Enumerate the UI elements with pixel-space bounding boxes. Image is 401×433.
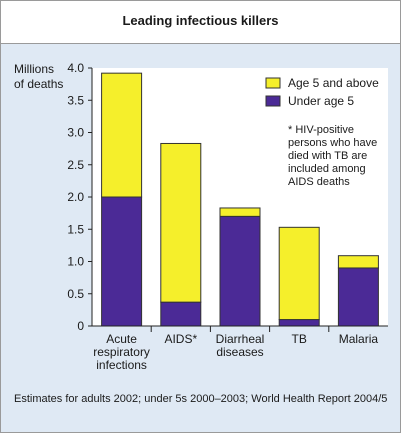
y-tick-label: 1.5 [67,222,84,236]
x-tick-label: AIDS* [164,332,197,346]
bar-age-5-above [101,72,143,198]
y-tick-label: 0.5 [67,287,84,301]
legend-swatch [265,77,281,89]
footnote-annotation: * HIV-positive persons who have died wit… [288,124,378,188]
y-axis-label-line-1: Millions [14,62,55,76]
bar-under-5 [101,196,143,327]
legend-label: Age 5 and above [288,76,379,90]
y-axis-label: Millions of deaths [14,62,63,92]
title-bar: Leading infectious killers [1,1,400,44]
bar-age-5-above [160,142,202,303]
y-tick-label: 0 [77,319,84,333]
x-tick-label: diseases [216,345,263,359]
y-axis-label-line-2: of deaths [14,77,64,91]
bar-age-5-above [337,255,379,269]
bar-age-5-above [219,207,261,217]
y-tick-label: 3.0 [67,126,84,140]
y-tick-label: 2.0 [67,190,84,204]
x-tick-label: Malaria [339,332,379,346]
x-tick-label: infections [96,358,147,372]
y-tick-label: 1.0 [67,255,84,269]
bar-under-5 [278,319,320,327]
legend-swatch [265,95,281,107]
bar-under-5 [337,267,379,327]
y-tick-label: 4.0 [67,61,84,75]
chart-title: Leading infectious killers [122,13,279,28]
x-tick-label: Acute [106,332,137,346]
bar-under-5 [219,215,261,327]
x-tick-label: TB [292,332,307,346]
x-tick-label: respiratory [93,345,150,359]
source-note: Estimates for adults 2002; under 5s 2000… [14,393,388,405]
y-tick-label: 2.5 [67,158,84,172]
y-tick-label: 3.5 [67,93,84,107]
bar-age-5-above [278,226,320,321]
legend-label: Under age 5 [288,94,354,108]
x-tick-label: Diarrheal [216,332,265,346]
bar-under-5 [160,301,202,327]
